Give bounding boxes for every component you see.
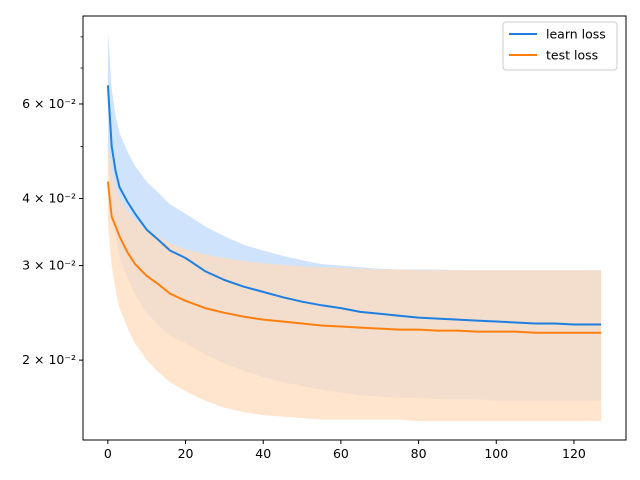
legend-label: test loss bbox=[546, 48, 598, 63]
confidence-bands bbox=[107, 31, 602, 422]
y-axis: 2 × 10⁻² 3 × 10⁻² 4 × 10⁻² 6 × 10⁻² bbox=[22, 36, 83, 367]
y-tick-label: 2 × 10⁻² bbox=[22, 352, 76, 367]
x-tick-label: 0 bbox=[104, 446, 112, 461]
series-lines bbox=[106, 85, 602, 334]
x-tick-label: 80 bbox=[411, 446, 427, 461]
x-tick-label: 40 bbox=[255, 446, 271, 461]
y-tick-label: 4 × 10⁻² bbox=[22, 191, 76, 206]
line-test-loss bbox=[106, 181, 602, 334]
x-tick-label: 120 bbox=[562, 446, 586, 461]
line-learn-loss bbox=[106, 85, 602, 326]
legend-label: learn loss bbox=[546, 27, 606, 42]
y-tick-label: 3 × 10⁻² bbox=[22, 258, 76, 273]
y-tick-label: 6 × 10⁻² bbox=[22, 96, 76, 111]
legend: learn loss test loss bbox=[502, 21, 618, 71]
x-axis: 0 20 40 60 80 100 120 bbox=[104, 440, 586, 461]
x-tick-label: 20 bbox=[178, 446, 194, 461]
x-tick-label: 100 bbox=[484, 446, 508, 461]
x-tick-label: 60 bbox=[333, 446, 349, 461]
band-test-loss bbox=[107, 146, 602, 422]
plot-frame bbox=[82, 15, 627, 441]
